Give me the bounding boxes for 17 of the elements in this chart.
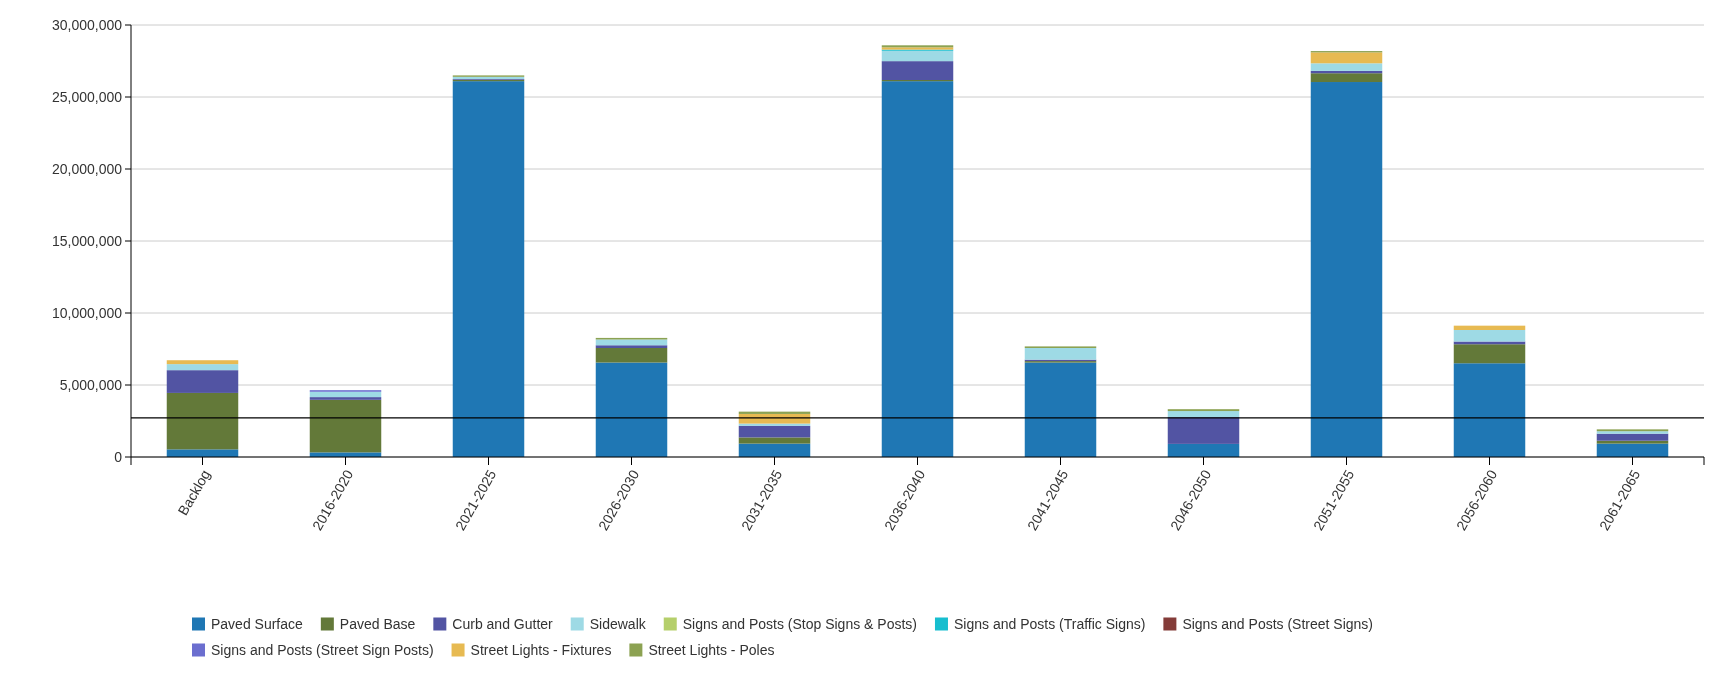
y-tick-label: 0 — [114, 448, 123, 465]
legend-label: Street Lights - Fixtures — [470, 641, 612, 658]
legend-label: Curb and Gutter — [452, 615, 554, 632]
legend-label: Paved Base — [339, 615, 416, 632]
legend-label: Street Lights - Poles — [648, 641, 775, 658]
y-tick-label: 5,000,000 — [59, 376, 123, 393]
legend-label: Signs and Posts (Traffic Signs) — [953, 615, 1146, 632]
y-tick-label: 10,000,000 — [51, 304, 123, 321]
y-tick-label: 25,000,000 — [51, 88, 123, 105]
y-tick-label: 30,000,000 — [51, 16, 123, 33]
legend-label: Signs and Posts (Street Signs) — [1182, 615, 1374, 632]
legend-label: Paved Surface — [211, 615, 304, 632]
legend-label: Signs and Posts (Street Sign Posts) — [211, 641, 434, 658]
legend-label: Sidewalk — [589, 615, 647, 632]
legend-label: Signs and Posts (Stop Signs & Posts) — [682, 615, 917, 632]
y-tick-label: 15,000,000 — [51, 232, 123, 249]
y-tick-label: 20,000,000 — [51, 160, 123, 177]
